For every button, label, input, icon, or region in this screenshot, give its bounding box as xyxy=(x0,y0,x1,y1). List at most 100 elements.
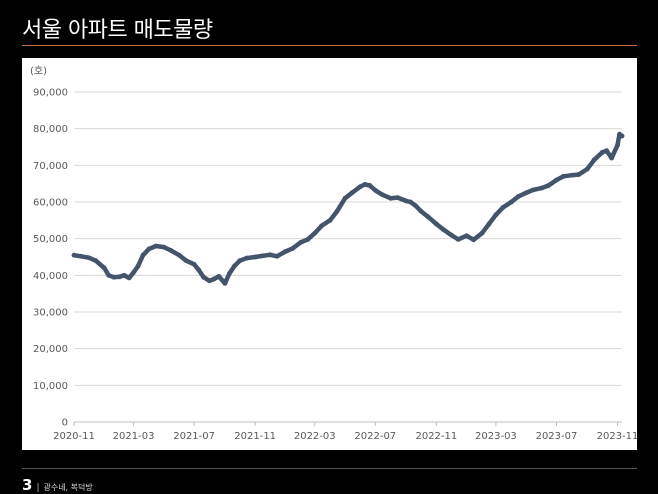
x-tick-label: 2023-11 xyxy=(597,431,637,442)
data-point xyxy=(298,239,304,245)
data-point xyxy=(569,172,575,178)
data-point xyxy=(252,254,258,260)
data-point xyxy=(216,274,222,279)
data-point xyxy=(111,274,117,280)
y-tick-label: 60,000 xyxy=(33,198,68,209)
data-point xyxy=(379,192,385,198)
data-point xyxy=(244,255,250,261)
x-tick-label: 2022-11 xyxy=(415,431,457,442)
data-point xyxy=(599,150,605,155)
data-point xyxy=(327,217,333,223)
x-tick-label: 2023-07 xyxy=(536,431,578,442)
data-point xyxy=(539,185,544,191)
y-tick-label: 30,000 xyxy=(33,308,68,319)
y-tick-label: 10,000 xyxy=(33,381,68,392)
data-point xyxy=(395,195,401,201)
data-point xyxy=(425,214,431,220)
data-point xyxy=(479,230,485,236)
data-point xyxy=(372,187,378,193)
x-tick-label: 2023-03 xyxy=(475,431,517,442)
data-point xyxy=(117,274,123,280)
data-point xyxy=(312,230,318,236)
data-point xyxy=(464,233,470,239)
data-point xyxy=(403,198,409,204)
data-point xyxy=(591,157,597,163)
data-point xyxy=(584,166,590,172)
data-point xyxy=(530,187,536,193)
data-point xyxy=(86,255,92,261)
footer-divider xyxy=(22,468,637,469)
y-tick-label: 40,000 xyxy=(33,271,68,282)
y-tick-label: 50,000 xyxy=(33,234,68,245)
data-point xyxy=(413,203,418,209)
data-point xyxy=(259,253,265,259)
y-tick-label: 80,000 xyxy=(33,124,68,135)
data-point xyxy=(615,142,620,148)
data-point xyxy=(576,172,582,177)
data-point xyxy=(358,184,363,189)
data-point xyxy=(201,274,206,280)
data-point xyxy=(604,148,610,154)
data-point xyxy=(106,272,112,278)
data-point xyxy=(231,263,237,269)
data-point xyxy=(237,258,243,264)
data-point xyxy=(161,244,167,250)
x-tick-label: 2021-07 xyxy=(173,431,215,442)
data-point xyxy=(433,221,439,227)
x-tick-label: 2022-03 xyxy=(294,431,336,442)
data-point xyxy=(388,195,394,201)
title-divider xyxy=(22,45,637,46)
y-tick-label: 90,000 xyxy=(33,88,68,99)
data-point xyxy=(619,133,625,139)
data-point xyxy=(176,252,182,258)
x-tick-label: 2021-03 xyxy=(113,431,155,442)
data-point xyxy=(78,253,84,259)
data-point xyxy=(196,267,201,273)
data-point xyxy=(305,237,311,242)
y-axis-unit-label: (호) xyxy=(30,65,47,77)
data-point xyxy=(448,232,454,238)
data-point xyxy=(267,252,273,258)
data-point xyxy=(283,249,288,254)
data-point xyxy=(93,258,99,264)
footer-source: 광수네, 복덕방 xyxy=(43,483,93,492)
data-point xyxy=(349,190,355,196)
data-point xyxy=(131,270,136,275)
data-point xyxy=(153,243,159,249)
data-point xyxy=(418,208,424,214)
series-line xyxy=(71,131,625,286)
data-point xyxy=(274,253,280,259)
data-point xyxy=(523,190,529,196)
data-point xyxy=(140,252,146,258)
page-number: 3 xyxy=(22,476,33,494)
data-point xyxy=(319,223,325,229)
line-chart: 0 10,000 20,000 30,000 40,000 50,000 60,000 70,… xyxy=(30,65,637,442)
data-point xyxy=(290,246,295,251)
data-point xyxy=(493,212,499,218)
x-tick-label: 2020-11 xyxy=(53,431,95,442)
data-point xyxy=(222,281,228,286)
data-point xyxy=(455,237,461,242)
data-point xyxy=(515,194,521,199)
data-point xyxy=(609,155,614,161)
chart-panel: 0 10,000 20,000 30,000 40,000 50,000 60,000 70,… xyxy=(22,58,637,450)
y-tick-label: 0 xyxy=(62,418,68,429)
y-tick-label: 20,000 xyxy=(33,344,68,355)
data-point xyxy=(226,271,232,276)
data-point xyxy=(126,275,132,281)
data-point xyxy=(500,205,506,210)
data-point xyxy=(334,208,340,214)
data-point xyxy=(408,199,413,205)
data-point xyxy=(342,195,348,201)
data-point xyxy=(367,183,373,188)
data-point xyxy=(183,258,189,264)
data-point xyxy=(554,177,559,183)
data-point xyxy=(191,261,197,267)
data-point xyxy=(561,173,566,179)
data-point xyxy=(211,276,217,282)
data-point xyxy=(362,182,368,187)
data-point xyxy=(146,246,152,252)
slide-title: 서울 아파트 매도물량 xyxy=(22,18,213,43)
data-point xyxy=(168,248,174,253)
y-tick-label: 70,000 xyxy=(33,161,68,172)
